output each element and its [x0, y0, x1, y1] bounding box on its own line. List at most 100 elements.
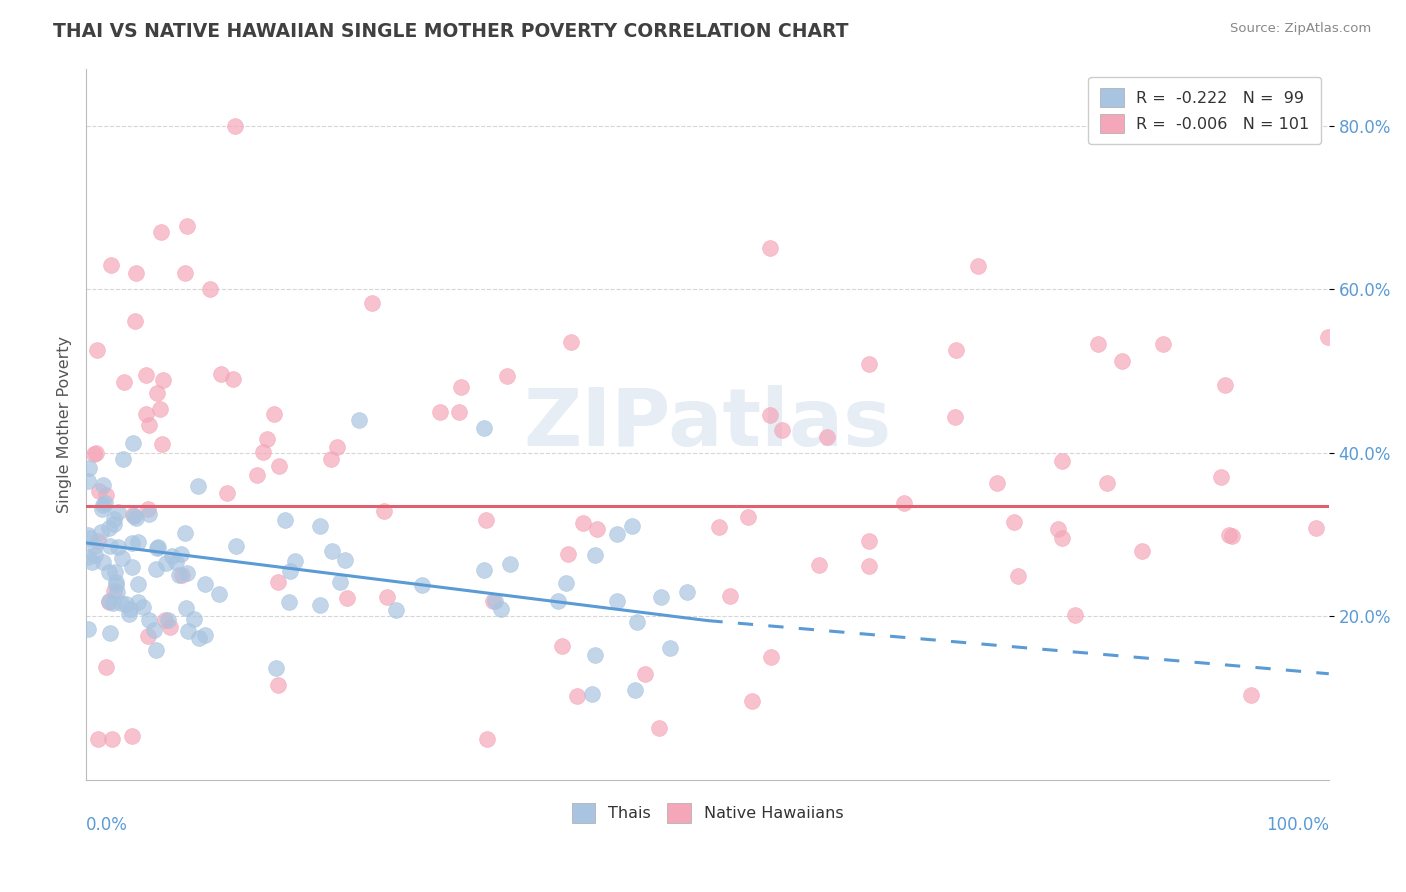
Point: [943, 409, 966, 424]
Point: [496, 369, 519, 384]
Point: [86, 343, 108, 358]
Point: [121, 729, 143, 743]
Point: [176, 219, 198, 233]
Point: [585, 522, 607, 536]
Text: Source: ZipAtlas.com: Source: ZipAtlas.com: [1230, 22, 1371, 36]
Point: [1047, 522, 1070, 536]
Point: [177, 624, 200, 638]
Point: [98, 521, 121, 535]
Point: [475, 513, 498, 527]
Point: [815, 429, 838, 443]
Point: [79, 461, 101, 475]
Point: [183, 612, 205, 626]
Point: [145, 562, 167, 576]
Point: [429, 405, 451, 419]
Point: [145, 643, 167, 657]
Point: [557, 547, 579, 561]
Point: [808, 558, 831, 572]
Text: 100.0%: 100.0%: [1265, 815, 1329, 834]
Point: [91, 499, 114, 513]
Point: [650, 590, 672, 604]
Point: [127, 595, 149, 609]
Point: [986, 476, 1008, 491]
Point: [138, 508, 160, 522]
Point: [1152, 336, 1174, 351]
Point: [170, 547, 193, 561]
Point: [90, 502, 112, 516]
Point: [758, 242, 780, 256]
Point: [150, 437, 173, 451]
Point: [336, 591, 359, 605]
Point: [135, 368, 157, 382]
Point: [659, 640, 682, 655]
Point: [308, 518, 330, 533]
Point: [267, 678, 290, 692]
Point: [91, 555, 114, 569]
Point: [100, 732, 122, 747]
Point: [194, 577, 217, 591]
Point: [858, 357, 880, 371]
Point: [222, 372, 245, 386]
Point: [103, 583, 125, 598]
Point: [267, 459, 290, 474]
Point: [87, 534, 110, 549]
Point: [84, 446, 107, 460]
Point: [547, 594, 569, 608]
Point: [1130, 544, 1153, 558]
Point: [482, 594, 505, 608]
Point: [124, 314, 146, 328]
Point: [321, 544, 343, 558]
Point: [621, 518, 644, 533]
Point: [554, 575, 576, 590]
Point: [606, 527, 628, 541]
Point: [83, 447, 105, 461]
Point: [333, 553, 356, 567]
Point: [76, 622, 98, 636]
Point: [170, 567, 193, 582]
Point: [565, 689, 588, 703]
Point: [146, 385, 169, 400]
Point: [90, 524, 112, 539]
Point: [967, 260, 990, 274]
Point: [581, 687, 603, 701]
Point: [450, 380, 472, 394]
Point: [252, 444, 274, 458]
Point: [1317, 330, 1340, 344]
Point: [551, 639, 574, 653]
Point: [104, 565, 127, 579]
Point: [648, 721, 671, 735]
Point: [737, 510, 759, 524]
Point: [634, 666, 657, 681]
Point: [127, 535, 149, 549]
Point: [1002, 515, 1025, 529]
Point: [1213, 377, 1236, 392]
Point: [160, 549, 183, 564]
Point: [560, 335, 582, 350]
Point: [472, 563, 495, 577]
Point: [1095, 476, 1118, 491]
Point: [278, 595, 301, 609]
Point: [858, 533, 880, 548]
Point: [361, 296, 384, 310]
Point: [1050, 454, 1073, 468]
Point: [159, 620, 181, 634]
Point: [138, 418, 160, 433]
Point: [274, 513, 297, 527]
Point: [319, 451, 342, 466]
Text: THAI VS NATIVE HAWAIIAN SINGLE MOTHER POVERTY CORRELATION CHART: THAI VS NATIVE HAWAIIAN SINGLE MOTHER PO…: [53, 22, 849, 41]
Point: [111, 550, 134, 565]
Point: [105, 577, 128, 591]
Point: [98, 594, 121, 608]
Point: [174, 601, 197, 615]
Point: [107, 505, 129, 519]
Point: [187, 631, 209, 645]
Point: [256, 432, 278, 446]
Point: [136, 502, 159, 516]
Point: [173, 525, 195, 540]
Point: [149, 402, 172, 417]
Point: [104, 575, 127, 590]
Point: [138, 613, 160, 627]
Point: [472, 421, 495, 435]
Point: [149, 225, 172, 239]
Point: [103, 596, 125, 610]
